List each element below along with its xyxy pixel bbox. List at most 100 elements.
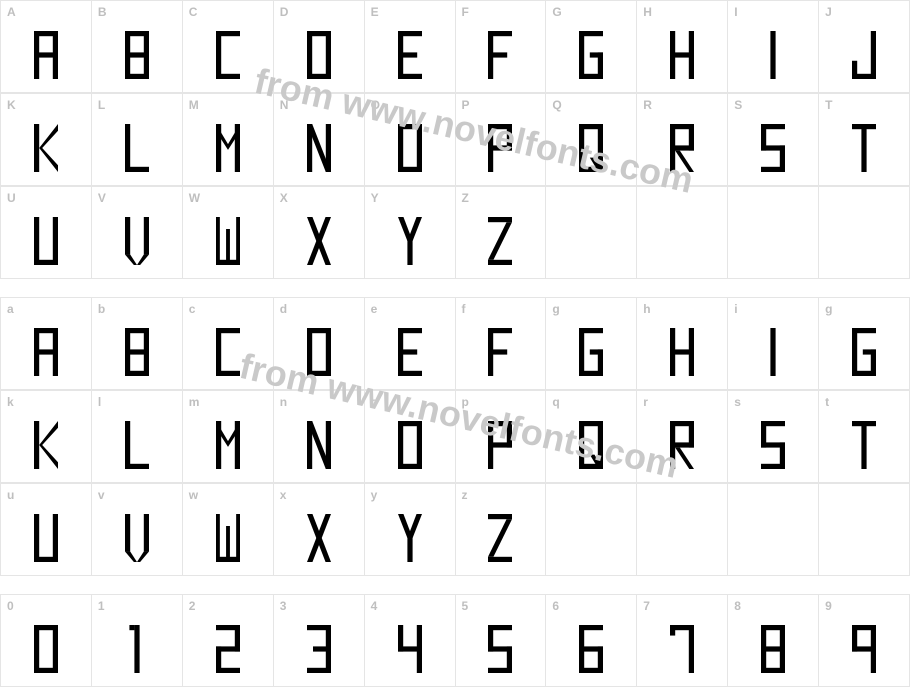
glyph-wrap bbox=[1, 617, 91, 680]
glyph-cell: 4 bbox=[365, 595, 456, 687]
glyph-cell: 7 bbox=[637, 595, 728, 687]
glyph-cell: 8 bbox=[728, 595, 819, 687]
cell-key-label: l bbox=[98, 395, 101, 409]
glyph-cell: Z bbox=[456, 187, 547, 279]
glyph-wrap bbox=[365, 413, 455, 476]
glyph-wrap bbox=[92, 320, 182, 383]
glyph-wrap bbox=[1, 320, 91, 383]
glyph-cell: I bbox=[728, 1, 819, 93]
glyph-cell: 9 bbox=[819, 595, 910, 687]
glyph-cell: C bbox=[183, 1, 274, 93]
glyph-wrap bbox=[365, 506, 455, 569]
cell-key-label: O bbox=[371, 98, 380, 112]
glyph-cell: p bbox=[456, 391, 547, 483]
cell-key-label: g bbox=[552, 302, 559, 316]
glyph-wrap bbox=[274, 23, 364, 86]
cell-key-label: X bbox=[280, 191, 288, 205]
glyph-cell: J bbox=[819, 1, 910, 93]
glyph-row: a b c d e bbox=[0, 297, 910, 390]
glyph-wrap bbox=[637, 617, 727, 680]
glyph-cell bbox=[728, 484, 819, 576]
glyph-cell: 2 bbox=[183, 595, 274, 687]
cell-key-label: o bbox=[371, 395, 378, 409]
glyph-cell: W bbox=[183, 187, 274, 279]
cell-key-label: 7 bbox=[643, 599, 650, 613]
glyph-wrap bbox=[728, 209, 818, 272]
glyph-cell: L bbox=[92, 94, 183, 186]
row-gap bbox=[0, 279, 910, 297]
glyph-cell: Q bbox=[546, 94, 637, 186]
glyph-wrap bbox=[92, 23, 182, 86]
glyph-cell: B bbox=[92, 1, 183, 93]
cell-key-label: c bbox=[189, 302, 196, 316]
glyph-wrap bbox=[819, 617, 909, 680]
glyph-cell: A bbox=[1, 1, 92, 93]
glyph-wrap bbox=[92, 209, 182, 272]
glyph-cell: R bbox=[637, 94, 728, 186]
cell-key-label: B bbox=[98, 5, 107, 19]
glyph-cell: e bbox=[365, 298, 456, 390]
cell-key-label: V bbox=[98, 191, 106, 205]
glyph-wrap bbox=[728, 617, 818, 680]
cell-key-label: Z bbox=[462, 191, 469, 205]
glyph-cell: t bbox=[819, 391, 910, 483]
cell-key-label: i bbox=[734, 302, 737, 316]
cell-key-label: b bbox=[98, 302, 105, 316]
glyph-wrap bbox=[92, 506, 182, 569]
glyph-cell: T bbox=[819, 94, 910, 186]
glyph-wrap bbox=[274, 617, 364, 680]
cell-key-label: q bbox=[552, 395, 559, 409]
cell-key-label: A bbox=[7, 5, 16, 19]
cell-key-label: z bbox=[462, 488, 468, 502]
glyph-wrap bbox=[728, 116, 818, 179]
glyph-cell: O bbox=[365, 94, 456, 186]
cell-key-label: m bbox=[189, 395, 200, 409]
glyph-wrap bbox=[92, 413, 182, 476]
glyph-wrap bbox=[546, 209, 636, 272]
cell-key-label: F bbox=[462, 5, 469, 19]
glyph-wrap bbox=[546, 413, 636, 476]
cell-key-label: p bbox=[462, 395, 469, 409]
glyph-wrap bbox=[637, 320, 727, 383]
cell-key-label: 1 bbox=[98, 599, 105, 613]
cell-key-label: 2 bbox=[189, 599, 196, 613]
glyph-wrap bbox=[365, 23, 455, 86]
glyph-cell: m bbox=[183, 391, 274, 483]
cell-key-label: K bbox=[7, 98, 16, 112]
glyph-wrap bbox=[92, 617, 182, 680]
glyph-wrap bbox=[819, 23, 909, 86]
glyph-wrap bbox=[456, 209, 546, 272]
glyph-cell: g bbox=[546, 298, 637, 390]
glyph-wrap bbox=[456, 23, 546, 86]
glyph-wrap bbox=[728, 413, 818, 476]
cell-key-label: G bbox=[552, 5, 561, 19]
glyph-wrap bbox=[728, 320, 818, 383]
glyph-wrap bbox=[456, 617, 546, 680]
glyph-wrap bbox=[637, 23, 727, 86]
glyph-wrap bbox=[274, 413, 364, 476]
glyph-cell: 0 bbox=[1, 595, 92, 687]
cell-key-label: 3 bbox=[280, 599, 287, 613]
cell-key-label: 8 bbox=[734, 599, 741, 613]
cell-key-label: H bbox=[643, 5, 652, 19]
glyph-cell: q bbox=[546, 391, 637, 483]
cell-key-label: r bbox=[643, 395, 648, 409]
glyph-cell: U bbox=[1, 187, 92, 279]
glyph-cell: X bbox=[274, 187, 365, 279]
cell-key-label: k bbox=[7, 395, 14, 409]
font-specimen-grid: A B C D E bbox=[0, 0, 911, 687]
glyph-cell: d bbox=[274, 298, 365, 390]
glyph-cell: u bbox=[1, 484, 92, 576]
glyph-wrap bbox=[819, 413, 909, 476]
glyph-wrap bbox=[728, 506, 818, 569]
glyph-cell: v bbox=[92, 484, 183, 576]
cell-key-label: S bbox=[734, 98, 742, 112]
glyph-cell: b bbox=[92, 298, 183, 390]
glyph-cell: E bbox=[365, 1, 456, 93]
glyph-wrap bbox=[274, 116, 364, 179]
glyph-wrap bbox=[456, 413, 546, 476]
cell-key-label: R bbox=[643, 98, 652, 112]
cell-key-label: M bbox=[189, 98, 199, 112]
glyph-wrap bbox=[183, 617, 273, 680]
glyph-cell: Y bbox=[365, 187, 456, 279]
